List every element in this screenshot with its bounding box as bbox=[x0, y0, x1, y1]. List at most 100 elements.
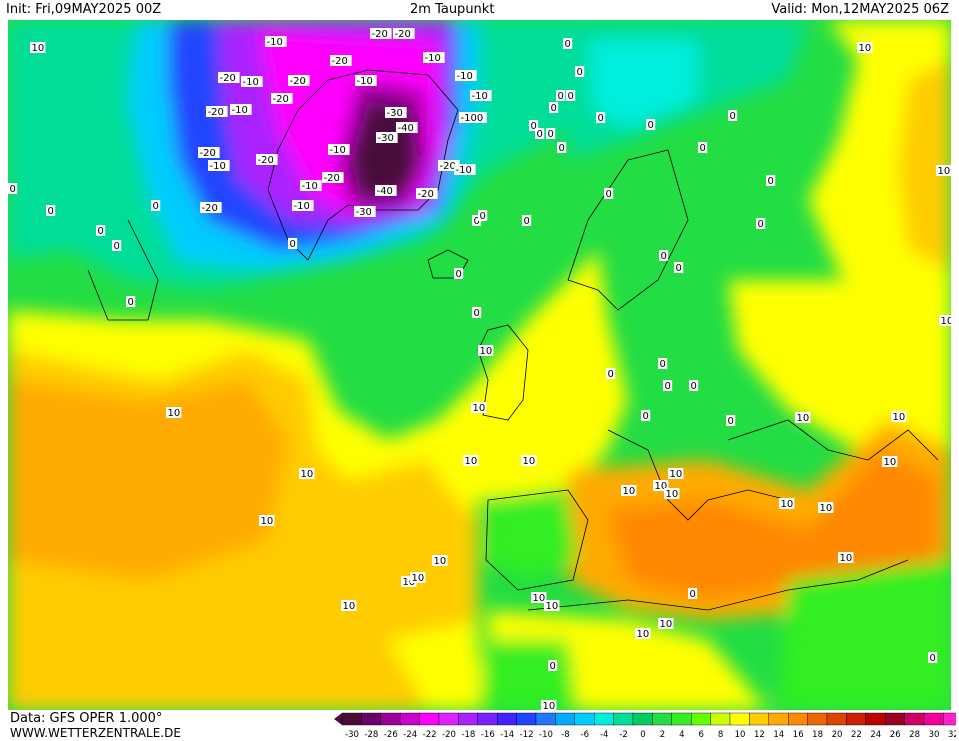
scale-tick-label: 30 bbox=[929, 730, 940, 740]
scale-tick-label: -22 bbox=[423, 730, 437, 740]
contour-label-bg bbox=[688, 588, 698, 599]
field-gold-ne bbox=[898, 60, 951, 270]
contour-label-text: 10 bbox=[655, 481, 668, 492]
dewpoint-map: 10 -10 -20 -20 -20 -10 -20 -20 -10 -10 -10 -10 -20 -2… bbox=[8, 20, 951, 710]
map-title: 2m Taupunkt bbox=[410, 2, 495, 17]
scale-box bbox=[496, 712, 517, 726]
scale-box bbox=[885, 712, 905, 726]
contour-label-text: -20 bbox=[418, 189, 434, 200]
contour-label-bg bbox=[544, 600, 560, 611]
contour-label: 0 bbox=[728, 110, 738, 122]
contour-label: 0 bbox=[472, 215, 482, 227]
contour-label-bg bbox=[470, 90, 492, 101]
contour-label-text: 10 bbox=[403, 577, 416, 588]
contour-label-bg bbox=[535, 128, 545, 139]
contour-label-text: -20 bbox=[258, 155, 274, 166]
contour-label-bg bbox=[375, 185, 397, 196]
contour-label-text: 0 bbox=[700, 143, 706, 154]
contour-label-bg bbox=[393, 28, 415, 39]
contour-label-bg bbox=[30, 42, 46, 53]
contour-label-text: 0 bbox=[524, 216, 530, 227]
contour-label-text: 0 bbox=[558, 91, 564, 102]
contour-labels: 10-10-20 -20-20 -10 -20-20 -10-10 -10-10-20-2… bbox=[8, 28, 951, 710]
scale-box bbox=[574, 712, 595, 726]
scale-box bbox=[904, 712, 925, 726]
contour-label-bg bbox=[355, 75, 377, 86]
contour-label: -20 bbox=[322, 172, 344, 184]
contour-label: 0 bbox=[288, 238, 298, 250]
scale-box bbox=[671, 712, 692, 726]
contour-label-text: 10 bbox=[666, 489, 679, 500]
contour-label-text: 10 bbox=[32, 43, 45, 54]
contour-label-bg bbox=[396, 122, 418, 133]
contour-label-text: 0 bbox=[548, 129, 554, 140]
scale-tick-label: 18 bbox=[812, 730, 823, 740]
contour-label-bg bbox=[646, 119, 656, 130]
contour-label: 0 bbox=[566, 90, 576, 102]
contour-label: -10 bbox=[328, 144, 350, 156]
contour-label: 0 bbox=[756, 218, 766, 230]
contour-label: -10 bbox=[292, 200, 314, 212]
contour-label-text: 10 bbox=[781, 499, 794, 510]
scale-box bbox=[399, 712, 420, 726]
contour-label-bg bbox=[891, 411, 907, 422]
scale-box bbox=[594, 712, 614, 726]
contour-label: 0 bbox=[546, 128, 556, 140]
contour-label: -10 bbox=[241, 76, 263, 88]
contour-label-bg bbox=[939, 315, 951, 326]
contour-label: -30 bbox=[385, 107, 407, 119]
contour-label-text: 0 bbox=[606, 189, 612, 200]
scale-tick-label: 8 bbox=[718, 730, 723, 740]
contour-label: -10 bbox=[355, 75, 377, 87]
contour-label-text: 10 bbox=[533, 593, 546, 604]
map-canvas: 10-10-20 -20-20 -10 -20-20 -10-10 -10-10-20-2… bbox=[8, 20, 951, 710]
contour-label: 10 bbox=[635, 628, 651, 640]
scale-box bbox=[555, 712, 575, 726]
contour-label-text: 0 bbox=[550, 661, 556, 672]
contour-label-text: 10 bbox=[168, 408, 181, 419]
contour-label-bg bbox=[454, 164, 476, 175]
scale-box bbox=[652, 712, 672, 726]
contour-label-bg bbox=[596, 112, 606, 123]
contour-label-bg bbox=[200, 202, 222, 213]
contour-label: 0 bbox=[549, 102, 559, 114]
contour-label: -10 bbox=[455, 70, 477, 82]
contour-label-text: 0 bbox=[153, 201, 159, 212]
scale-box bbox=[419, 712, 440, 726]
contour-label-bg bbox=[370, 28, 392, 39]
contour-label-text: 0 bbox=[728, 416, 734, 427]
contour-label-bg bbox=[658, 618, 674, 629]
scale-tick-label: -18 bbox=[461, 730, 475, 740]
contour-label-bg bbox=[728, 110, 738, 121]
contour-label: 0 bbox=[641, 410, 651, 422]
contour-label: 0 bbox=[659, 250, 669, 262]
contour-label-text: 0 bbox=[577, 67, 583, 78]
contour-label-bg bbox=[454, 268, 464, 279]
scale-tick-label: -28 bbox=[364, 730, 378, 740]
contour-label-bg bbox=[838, 552, 854, 563]
contour-label: 10 bbox=[795, 412, 811, 424]
scale-tick-label: -12 bbox=[520, 730, 534, 740]
contour-label: 10 bbox=[621, 485, 637, 497]
contour-label: 10 bbox=[531, 592, 547, 604]
field-green-iberia bbox=[486, 495, 578, 580]
contour-label: 0 bbox=[556, 90, 566, 102]
contour-label-text: 0 bbox=[551, 103, 557, 114]
contour-label-bg bbox=[664, 488, 680, 499]
contour-label-bg bbox=[575, 66, 585, 77]
contour-label: -20 bbox=[256, 154, 278, 166]
contour-label-text: 0 bbox=[480, 211, 486, 222]
scale-tick-label: -2 bbox=[619, 730, 627, 740]
contour-label-text: 10 bbox=[523, 456, 536, 467]
contour-label-bg bbox=[330, 55, 352, 66]
scale-tick-label: 12 bbox=[754, 730, 765, 740]
contour-label-bg bbox=[328, 144, 350, 155]
contour-label-text: 10 bbox=[660, 619, 673, 630]
contour-label-text: 0 bbox=[474, 308, 480, 319]
contour-label: 0 bbox=[522, 215, 532, 227]
contour-label-text: 0 bbox=[730, 111, 736, 122]
scale-arrow-left bbox=[334, 713, 342, 725]
scale-box bbox=[788, 712, 808, 726]
contour-label-bg bbox=[548, 660, 558, 671]
contour-label-bg bbox=[432, 555, 448, 566]
